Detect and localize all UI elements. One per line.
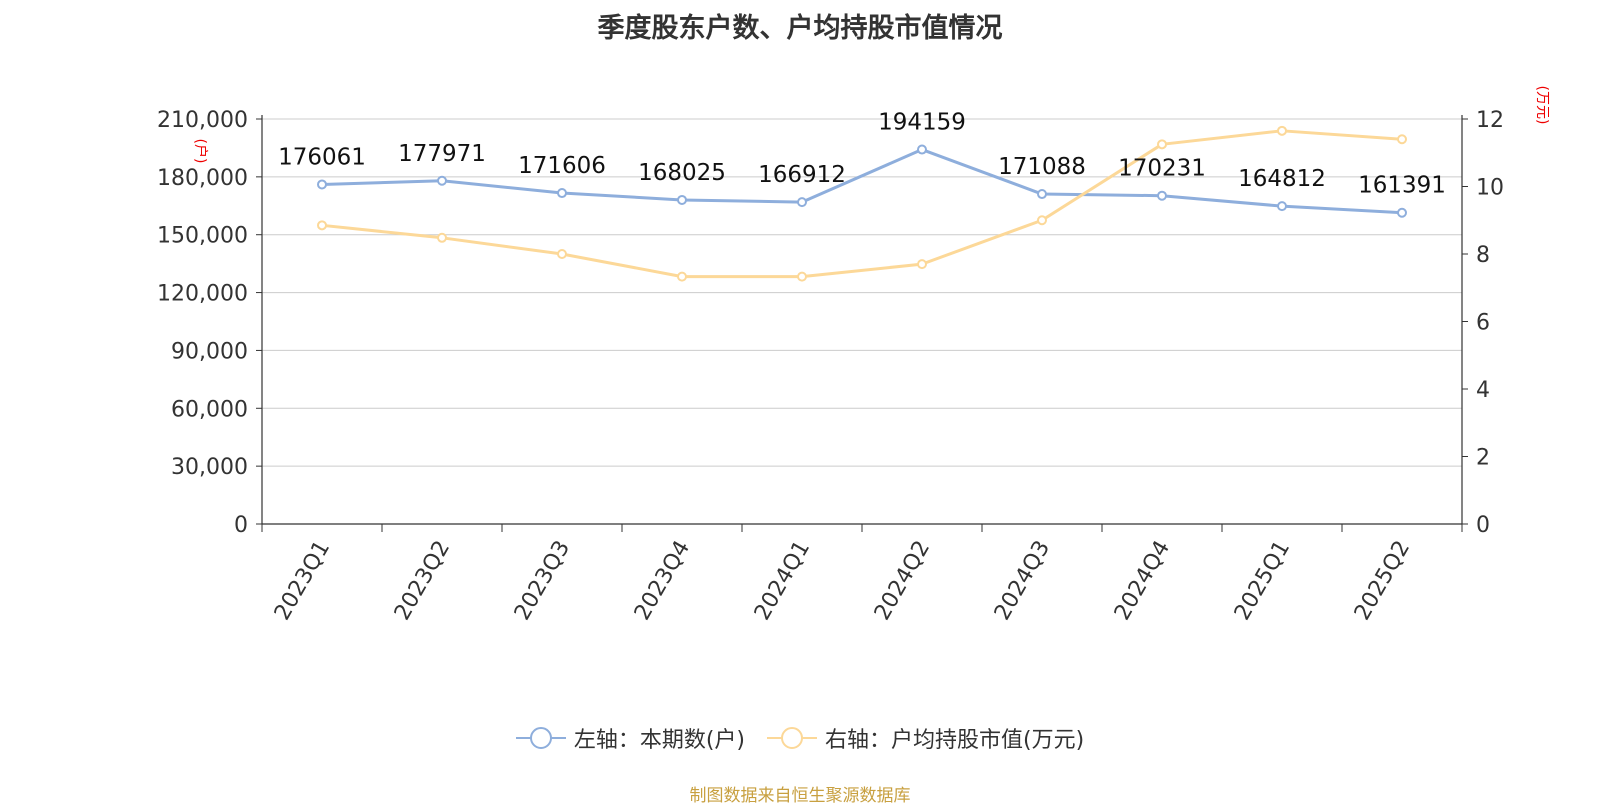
chart-title: 季度股东户数、户均持股市值情况 bbox=[597, 13, 1003, 44]
x-axis-tick-label: 2023Q2 bbox=[390, 537, 455, 625]
x-axis-tick-label: 2023Q3 bbox=[510, 537, 575, 625]
data-label: 170231 bbox=[1118, 156, 1206, 182]
x-axis-tick-label: 2023Q4 bbox=[630, 537, 695, 625]
x-axis-tick-label: 2025Q2 bbox=[1350, 537, 1415, 625]
left-axis-tick-label: 60,000 bbox=[171, 397, 248, 422]
legend-item-households[interactable]: 左轴：本期数(户) bbox=[515, 722, 745, 754]
legend-marker-yellow-icon bbox=[767, 727, 817, 749]
avg-value-point bbox=[797, 271, 807, 282]
data-label: 168025 bbox=[638, 160, 726, 186]
avg-value-point bbox=[1397, 134, 1407, 145]
avg-value-point bbox=[1277, 125, 1287, 136]
data-label: 171088 bbox=[998, 154, 1086, 180]
avg-value-point bbox=[317, 220, 327, 231]
legend-marker-blue-icon bbox=[515, 727, 566, 749]
households-point bbox=[1277, 201, 1287, 212]
households-point bbox=[1037, 189, 1047, 200]
x-axis-tick-label: 2024Q1 bbox=[750, 537, 815, 625]
right-axis-tick-label: 6 bbox=[1476, 311, 1490, 336]
left-axis-tick-label: 150,000 bbox=[157, 224, 248, 249]
households-line bbox=[321, 148, 1403, 215]
axes: 0 30,000 60,000 90,000 120,000 150,000 180,000… bbox=[157, 86, 1550, 625]
households-point bbox=[557, 188, 567, 199]
source-note: 制图数据来自恒生聚源数据库 bbox=[689, 786, 911, 806]
avg-value-point bbox=[677, 271, 687, 282]
avg-value-point bbox=[437, 232, 447, 243]
right-axis-tick-label: 0 bbox=[1476, 513, 1490, 538]
data-labels: 176061 177971 171606 168025 166912 194159 1710… bbox=[278, 110, 1446, 199]
right-axis-tick-label: 4 bbox=[1476, 378, 1490, 403]
households-point bbox=[917, 144, 927, 155]
avg-value-line bbox=[321, 129, 1403, 279]
data-label: 171606 bbox=[518, 153, 606, 179]
data-label: 177971 bbox=[398, 141, 486, 167]
x-axis-tick-label: 2024Q4 bbox=[1110, 537, 1175, 625]
households-point bbox=[437, 175, 447, 186]
x-axis-tick-label: 2023Q1 bbox=[270, 537, 335, 625]
data-label: 176061 bbox=[278, 144, 366, 170]
left-axis-tick-label: 180,000 bbox=[157, 166, 248, 191]
households-point bbox=[317, 179, 327, 190]
left-axis-unit-label: (户) bbox=[192, 139, 209, 164]
data-label: 161391 bbox=[1358, 173, 1446, 199]
households-point bbox=[1397, 207, 1407, 218]
legend-item-avg-value[interactable]: 右轴：户均持股市值(万元) bbox=[767, 722, 1084, 754]
legend-label-avg-value: 右轴：户均持股市值(万元) bbox=[825, 728, 1085, 753]
data-label: 166912 bbox=[758, 162, 846, 188]
right-axis-unit-label: (万元) bbox=[1534, 86, 1550, 125]
right-axis-tick-label: 2 bbox=[1476, 446, 1490, 471]
left-axis-tick-label: 90,000 bbox=[171, 339, 248, 364]
x-axis-tick-label: 2024Q3 bbox=[990, 537, 1055, 625]
x-axis-tick-label: 2024Q2 bbox=[870, 537, 935, 625]
avg-value-point bbox=[1157, 139, 1167, 150]
legend-label-households: 左轴：本期数(户) bbox=[573, 728, 745, 753]
right-axis-tick-label: 8 bbox=[1476, 243, 1490, 268]
x-axis-tick-label: 2025Q1 bbox=[1230, 537, 1295, 625]
avg-value-point bbox=[917, 259, 927, 270]
households-point bbox=[677, 194, 687, 205]
series-lines bbox=[317, 125, 1407, 282]
right-axis-tick-label: 10 bbox=[1476, 176, 1504, 201]
right-axis-tick-label: 12 bbox=[1476, 108, 1504, 133]
avg-value-point bbox=[557, 249, 567, 259]
data-label: 194159 bbox=[878, 110, 966, 136]
legend: 左轴：本期数(户) 右轴：户均持股市值(万元) bbox=[0, 722, 1600, 754]
households-point bbox=[797, 197, 807, 208]
data-label: 164812 bbox=[1238, 166, 1326, 192]
households-point bbox=[1157, 190, 1167, 201]
avg-value-point bbox=[1037, 215, 1047, 226]
left-axis-tick-label: 0 bbox=[234, 513, 248, 538]
left-axis-tick-label: 30,000 bbox=[171, 455, 248, 480]
left-axis-tick-label: 120,000 bbox=[157, 282, 248, 307]
left-axis-tick-label: 210,000 bbox=[157, 108, 248, 133]
